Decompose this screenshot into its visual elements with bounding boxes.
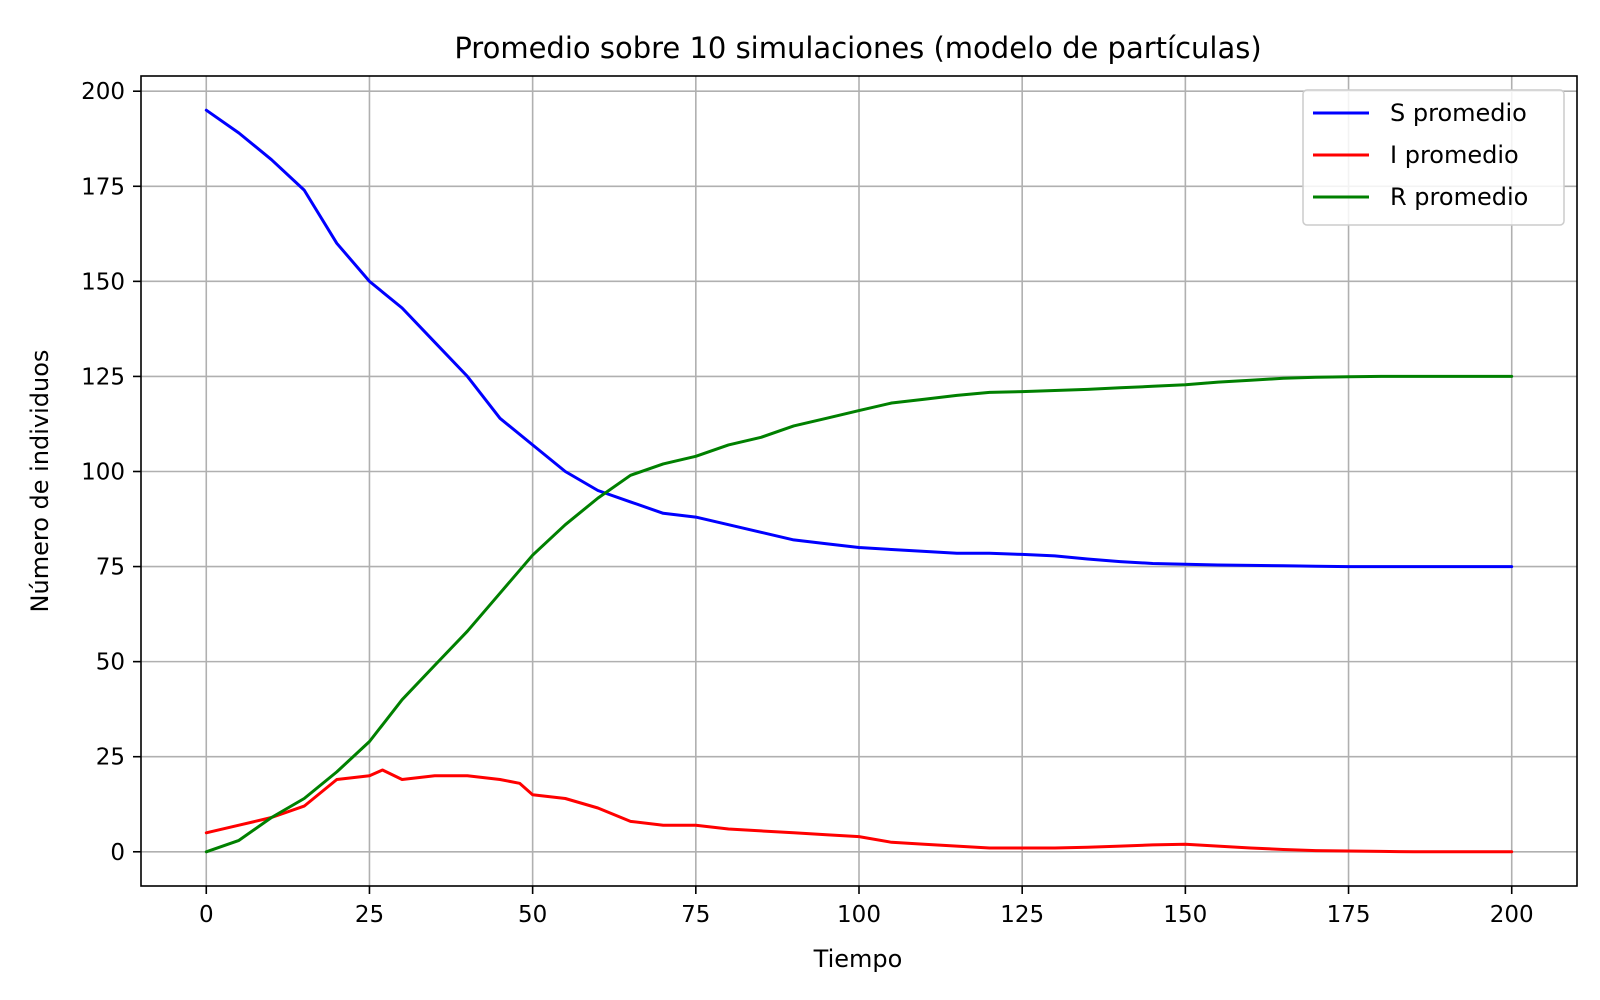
series-line-r <box>204 374 1514 854</box>
legend-box <box>1302 89 1565 226</box>
chart-title: Promedio sobre 10 simulaciones (modelo d… <box>454 31 1261 65</box>
series-line-s <box>204 108 1514 569</box>
y-tick-label: 125 <box>81 364 125 390</box>
x-tick-label: 200 <box>1490 902 1534 928</box>
x-tick-label: 150 <box>1163 902 1207 928</box>
series-line-i <box>204 768 1514 854</box>
x-tick-label: 50 <box>518 902 547 928</box>
x-tick-label: 0 <box>199 902 214 928</box>
x-tick-label: 125 <box>1000 902 1044 928</box>
x-tick-label: 100 <box>837 902 881 928</box>
y-tick-label: 200 <box>81 79 125 105</box>
x-tick-label: 175 <box>1327 902 1371 928</box>
y-tick-label: 150 <box>81 269 125 295</box>
x-axis-ticks: 0 25 50 75 100 125 150 175 200 <box>199 886 1534 928</box>
y-tick-label: 175 <box>81 174 125 200</box>
x-tick-label: 25 <box>355 902 384 928</box>
y-axis-title: Número de individuos <box>26 350 54 613</box>
series-lines <box>204 108 1514 854</box>
x-tick-label: 75 <box>681 902 710 928</box>
y-tick-label: 0 <box>110 840 125 866</box>
legend-label-s: S promedio <box>1390 99 1527 127</box>
y-tick-label: 75 <box>96 555 125 581</box>
legend-label-r: R promedio <box>1390 183 1528 211</box>
legend-label-i: I promedio <box>1390 141 1519 169</box>
y-tick-label: 25 <box>96 745 125 771</box>
y-axis-ticks: 0 25 50 75 100 125 150 175 200 <box>81 79 141 866</box>
x-axis-title: Tiempo <box>813 945 903 973</box>
legend: S promedio I promedio R promedio <box>1302 89 1565 226</box>
y-tick-label: 50 <box>96 650 125 676</box>
y-tick-label: 100 <box>81 459 125 485</box>
